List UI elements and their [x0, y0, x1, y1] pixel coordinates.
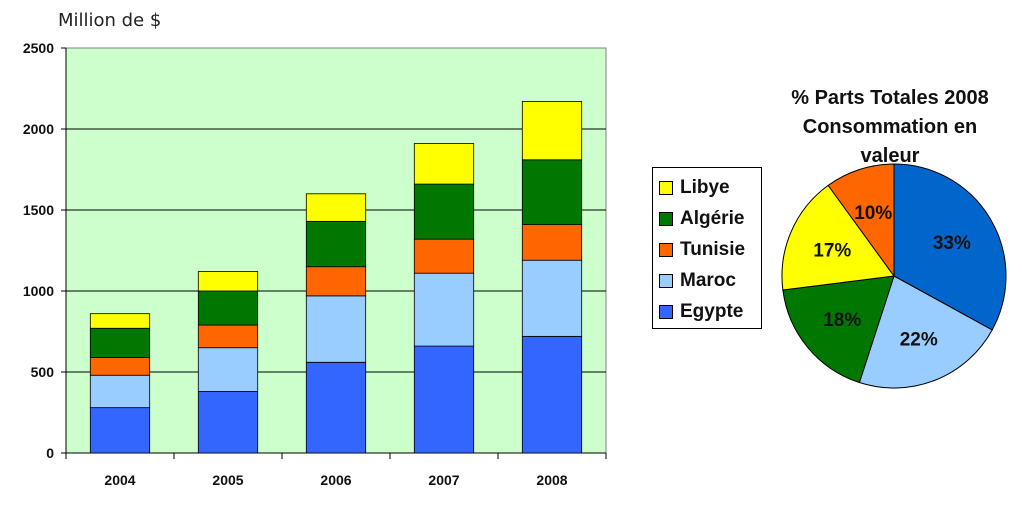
legend-item: Egypte: [659, 300, 743, 324]
bar-segment-egypte: [521, 335, 583, 454]
legend: Libye Algérie Tunisie Maroc Egypte: [652, 167, 762, 329]
y-tick-label: 1500: [23, 202, 54, 218]
bar-segment-egypte: [197, 391, 259, 454]
bar-segment-egypte: [305, 361, 367, 454]
legend-item: Libye: [659, 176, 730, 200]
bar-segment-algerie: [413, 183, 475, 240]
pie-slice-label: 10%: [854, 203, 892, 224]
legend-swatch-libye: [659, 181, 673, 195]
legend-item: Maroc: [659, 269, 736, 293]
pie-title-line: % Parts Totales 2008: [791, 87, 989, 109]
bar-segment-libye: [197, 271, 259, 292]
legend-swatch-maroc: [659, 274, 673, 288]
bar-segment-algerie: [89, 327, 151, 358]
legend-label: Maroc: [680, 270, 736, 291]
pie-slice-label: 22%: [900, 329, 938, 350]
legend-swatch-tunisie: [659, 243, 673, 257]
x-tick-label: 2006: [320, 472, 351, 488]
pie-title-line: valeur: [860, 145, 920, 167]
bar-segment-maroc: [305, 295, 367, 363]
y-axis-unit-label: Million de $: [58, 10, 162, 31]
pie-title: % Parts Totales 2008 Consommation en val…: [755, 84, 1022, 171]
pie-slice: [893, 163, 1007, 331]
x-tick-label: 2005: [212, 472, 243, 488]
pie-slice-label: 33%: [933, 233, 971, 254]
legend-item: Algérie: [659, 207, 744, 231]
pie-slice-label: 18%: [823, 310, 861, 331]
bar-segment-egypte: [89, 407, 151, 454]
pie-slice: [858, 275, 993, 389]
bar-segment-tunisie: [305, 266, 367, 297]
bar-segment-libye: [305, 193, 367, 222]
x-tick-label: 2007: [428, 472, 459, 488]
bar-segment-libye: [413, 143, 475, 185]
bar-segment-algerie: [197, 290, 259, 326]
y-tick-label: 2000: [23, 121, 54, 137]
bar-segment-maroc: [89, 374, 151, 409]
bar-segment-tunisie: [197, 324, 259, 349]
legend-item: Tunisie: [659, 238, 745, 262]
bar-segment-maroc: [521, 259, 583, 337]
bar-segment-algerie: [305, 220, 367, 268]
bar-segment-algerie: [521, 159, 583, 225]
bar-segment-tunisie: [89, 357, 151, 376]
y-tick-label: 2500: [23, 40, 54, 56]
pie-slice-label: 17%: [813, 240, 851, 261]
legend-label: Egypte: [680, 301, 744, 322]
bar-segment-tunisie: [413, 238, 475, 274]
y-tick-label: 500: [31, 364, 55, 380]
pie-slice: [827, 163, 895, 278]
y-tick-label: 0: [46, 445, 54, 461]
legend-swatch-egypte: [659, 305, 673, 319]
bar-segment-egypte: [413, 345, 475, 454]
x-tick-label: 2008: [536, 472, 567, 488]
bar-segment-tunisie: [521, 224, 583, 261]
bar-segment-libye: [521, 101, 583, 161]
legend-swatch-algerie: [659, 212, 673, 226]
bar-segment-maroc: [413, 272, 475, 347]
x-tick-label: 2004: [104, 472, 135, 488]
pie-slice: [781, 184, 895, 291]
legend-label: Algérie: [680, 208, 745, 229]
legend-label: Tunisie: [680, 239, 746, 260]
legend-label: Libye: [680, 177, 730, 198]
bar-segment-maroc: [197, 347, 259, 392]
pie-slice: [782, 275, 895, 384]
pie-title-line: Consommation en: [802, 116, 978, 138]
y-tick-label: 1000: [23, 283, 54, 299]
bar-segment-libye: [89, 313, 151, 329]
